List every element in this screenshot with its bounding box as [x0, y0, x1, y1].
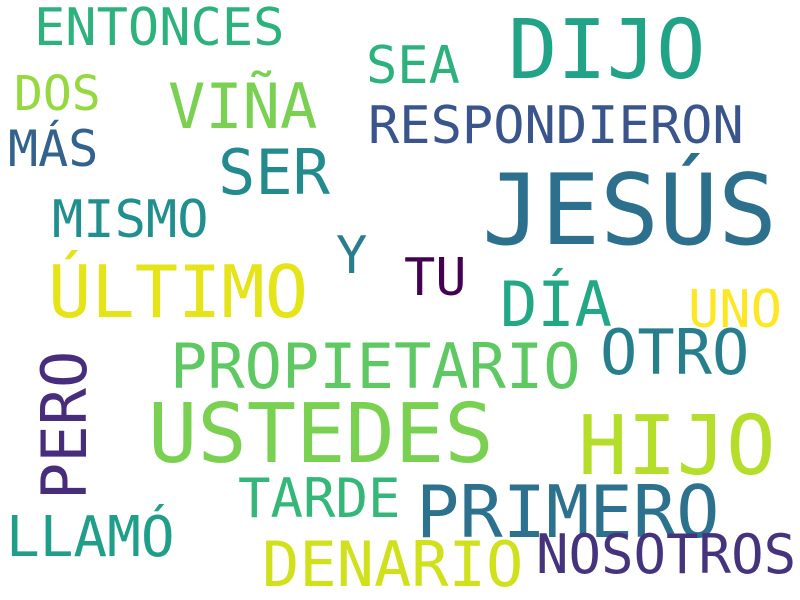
word-tu: TU: [404, 248, 467, 308]
word-dia: DÍA: [500, 268, 612, 341]
word-ultimo: ÚLTIMO: [48, 250, 309, 334]
word-sea: SEA: [366, 36, 460, 96]
word-mismo: MISMO: [52, 190, 209, 250]
word-uno: UNO: [688, 280, 782, 340]
word-propietario: PROPIETARIO: [170, 330, 581, 403]
word-hijo: HIJO: [578, 399, 776, 494]
word-primero: PRIMERO: [416, 470, 720, 554]
word-pero: PERO: [28, 350, 101, 500]
word-y: Y: [336, 226, 368, 286]
word-vina: VIÑA: [168, 70, 318, 143]
word-ustedes: USTEDES: [148, 387, 494, 482]
word-entonces: ENTONCES: [34, 0, 285, 58]
word-otro: OTRO: [600, 316, 750, 389]
word-respondieron: RESPONDIERON: [368, 96, 744, 156]
word-denario: DENARIO: [262, 528, 524, 600]
word-ser: SER: [218, 136, 330, 209]
word-llamo: LLAMÓ: [6, 505, 175, 570]
word-mas: MÁS: [8, 120, 99, 178]
word-dijo: DIJO: [508, 3, 706, 98]
word-jesus: JESÚS: [482, 154, 778, 268]
word-dos: DOS: [14, 66, 101, 122]
word-nosotros: NOSOTROS: [536, 523, 797, 586]
word-tarde: TARDE: [238, 467, 401, 530]
